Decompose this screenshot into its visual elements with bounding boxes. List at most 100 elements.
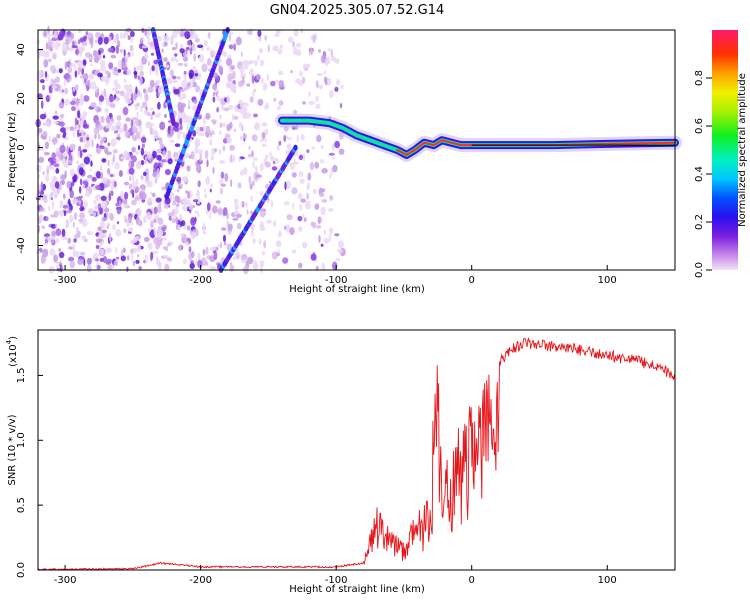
- y-tick-label: 1.0: [16, 432, 27, 448]
- spectrogram-noise-blob: [55, 228, 62, 237]
- spectrogram-noise-blob: [228, 104, 234, 111]
- spectrogram-noise-blob: [273, 97, 277, 102]
- spectrogram-noise-blob: [162, 150, 166, 157]
- spectrogram-noise-blob: [229, 33, 232, 42]
- spectrogram-noise-blob: [192, 66, 197, 70]
- spectrogram-noise-blob: [123, 150, 128, 158]
- snr-frame: [37, 329, 676, 571]
- spectrogram-noise-blob: [92, 211, 97, 217]
- spectrogram-noise-blob: [44, 70, 48, 78]
- spectrogram-noise-blob: [233, 115, 239, 120]
- spectrogram-noise-blob: [48, 192, 52, 200]
- y-tick-label: 20: [16, 92, 27, 105]
- spectrogram-noise-blob: [76, 97, 79, 106]
- spectrogram-noise-blob: [229, 121, 233, 129]
- spectrogram-noise-blob: [175, 42, 178, 49]
- spectrogram-noise-blob: [332, 164, 338, 173]
- spectrogram-noise-blob: [104, 70, 110, 75]
- spectrogram-noise-blob: [68, 62, 72, 66]
- spectrogram-noise-blob: [289, 162, 296, 170]
- spectrogram-noise-blob: [97, 124, 104, 131]
- spectrogram-main-track: [275, 113, 682, 162]
- spectrogram-noise-blob: [147, 34, 150, 44]
- spectrogram-noise-blob: [122, 247, 126, 253]
- spectrogram-noise-blob: [123, 199, 128, 205]
- spectrogram-noise-blob: [251, 74, 255, 84]
- spectrogram-noise-blob: [133, 67, 136, 72]
- spectrogram-noise-blob: [186, 123, 189, 131]
- spectrogram-noise-blob: [211, 129, 214, 134]
- spectrogram-noise-blob: [98, 50, 101, 56]
- spectrogram-noise-blob: [50, 238, 55, 244]
- spectrogram-noise-blob: [147, 86, 154, 93]
- spectrogram-noise-blob: [152, 250, 159, 254]
- spectrogram-noise-blob: [97, 72, 103, 78]
- spectrogram-noise-blob: [55, 147, 60, 152]
- spectrogram-noise-blob: [109, 103, 116, 109]
- spectrogram-noise-blob: [182, 114, 189, 123]
- spectrogram-noise-blob: [215, 200, 221, 204]
- spectrogram-noise-blob: [140, 105, 143, 113]
- spectrogram-noise-blob: [167, 78, 173, 85]
- spectrogram-x-ticks: -300 -200 -100 0 100: [54, 265, 617, 286]
- spectrogram-noise-blob: [183, 70, 187, 75]
- spectrogram-noise-blob: [240, 254, 247, 260]
- snr-y-ticks: 0.0 0.5 1.0 1.5: [16, 367, 43, 578]
- spectrogram-noise-blob: [167, 150, 172, 159]
- spectrogram-noise-blob: [292, 249, 297, 254]
- spectrogram-noise-blob: [300, 198, 306, 203]
- spectrogram-noise-blob: [156, 168, 160, 175]
- spectrogram-noise-blob: [54, 181, 60, 189]
- spectrogram-noise-blob: [75, 84, 79, 91]
- spectrogram-x-axis-label: Height of straight line (km): [289, 284, 425, 295]
- spectrogram-noise-blob: [231, 114, 235, 121]
- spectrogram-noise-blob: [167, 157, 173, 165]
- spectrogram-noise-blob: [247, 145, 252, 151]
- spectrogram-noise-blob: [73, 238, 77, 243]
- spectrogram-noise-blob: [68, 246, 74, 250]
- spectrogram-noise-blob: [272, 220, 277, 227]
- spectrogram-noise-blob: [77, 110, 81, 119]
- spectrogram-noise-blob: [315, 95, 319, 103]
- spectrogram-noise-blob: [115, 256, 120, 260]
- spectrogram-noise-blob: [227, 231, 232, 235]
- spectrogram-noise-blob: [177, 101, 183, 111]
- spectrogram-noise-blob: [50, 214, 57, 218]
- spectrogram-noise-blob: [131, 146, 136, 153]
- spectrogram-noise-blob: [110, 54, 117, 59]
- spectrogram-noise-blob: [69, 189, 74, 199]
- spectrogram-noise-blob: [162, 237, 168, 241]
- spectrogram-noise-blob: [237, 182, 242, 189]
- spectrogram-noise-blob: [336, 79, 341, 86]
- spectrogram-noise-blob: [323, 229, 327, 235]
- spectrogram-noise-blob: [58, 101, 65, 109]
- spectrogram-noise-blob: [86, 153, 93, 158]
- spectrogram-noise-blob: [58, 251, 65, 259]
- spectrogram-noise-blob: [51, 230, 56, 237]
- spectrogram-noise-blob: [90, 63, 93, 67]
- spectrogram-noise-blob: [128, 227, 134, 233]
- spectrogram-noise-blob: [277, 48, 283, 55]
- spectrogram-noise-blob: [50, 194, 54, 199]
- spectrogram-noise-blob: [112, 153, 116, 163]
- spectrogram-noise-blob: [151, 65, 155, 72]
- spectrogram-noise-blob: [163, 57, 168, 62]
- spectrogram-noise-blob: [71, 45, 78, 49]
- spectrogram-noise-blob: [182, 197, 188, 205]
- spectrogram-noise-blob: [242, 167, 248, 176]
- spectrogram-noise-blob: [246, 83, 251, 87]
- spectrogram-noise-blob: [331, 143, 335, 151]
- spectrogram-noise-blob: [178, 244, 182, 252]
- spectrogram-noise-blob: [124, 94, 129, 101]
- spectrogram-noise-blob: [161, 48, 164, 53]
- spectrogram-noise-blob: [271, 166, 278, 171]
- spectrogram-noise-blob: [107, 47, 114, 53]
- colorbar-tick-label: 0.8: [694, 70, 705, 86]
- spectrogram-noise-blob: [78, 132, 82, 137]
- spectrogram-noise-blob: [135, 186, 140, 192]
- spectrogram-noise-blob: [66, 145, 69, 154]
- spectrogram-noise-blob: [190, 151, 195, 160]
- spectrogram-noise-blob: [86, 85, 90, 92]
- spectrogram-noise-blob: [155, 256, 159, 263]
- spectrogram-noise-blob: [293, 161, 299, 165]
